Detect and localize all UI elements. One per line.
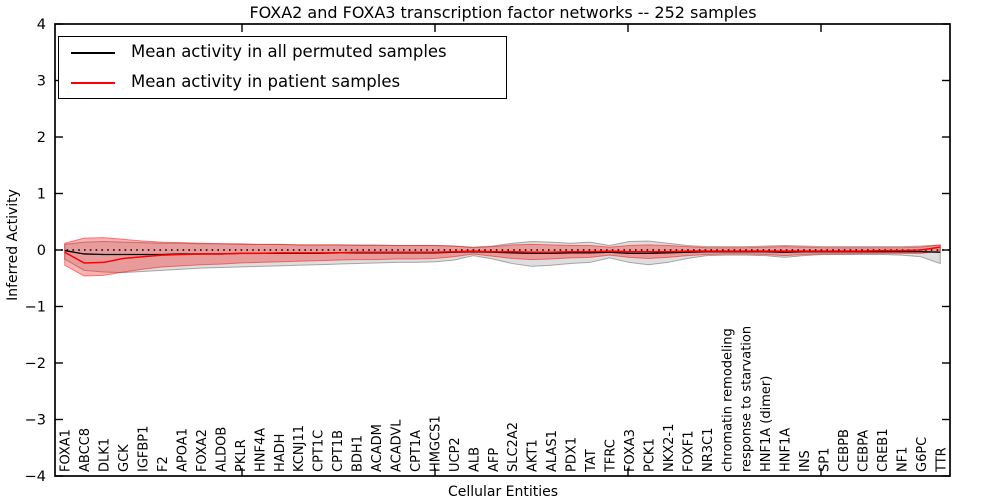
x-tick-label: ALAS1 bbox=[545, 430, 560, 472]
y-tick-label: 4 bbox=[37, 17, 46, 33]
x-tick-label: response to starvation bbox=[740, 326, 755, 472]
x-tick-label: HNF1A bbox=[779, 428, 794, 472]
x-tick-label: FOXF1 bbox=[681, 430, 696, 472]
legend: Mean activity in all permuted samples Me… bbox=[58, 36, 507, 99]
x-tick-label: chromatin remodeling bbox=[720, 328, 735, 472]
x-tick-label: AFP bbox=[487, 448, 502, 472]
x-tick-label: KCNJ11 bbox=[292, 425, 307, 472]
permuted-line-swatch bbox=[71, 51, 115, 54]
x-tick-label: SP1 bbox=[818, 448, 833, 472]
permuted-std-band bbox=[64, 240, 941, 274]
legend-label-permuted: Mean activity in all permuted samples bbox=[131, 42, 447, 62]
x-tick-label: CEBPA bbox=[856, 430, 871, 472]
x-tick-label: TFRC bbox=[604, 439, 619, 473]
legend-item-patient: Mean activity in patient samples bbox=[59, 71, 506, 95]
x-tick-label: AKT1 bbox=[526, 439, 541, 472]
x-tick-label: HNF4A bbox=[253, 428, 268, 472]
y-tick-label: −3 bbox=[25, 413, 46, 429]
x-tick-label: NKX2-1 bbox=[662, 424, 677, 472]
y-tick-label: 2 bbox=[37, 130, 46, 146]
x-tick-label: ABCC8 bbox=[78, 428, 93, 472]
x-tick-label: NR3C1 bbox=[701, 428, 716, 472]
x-tick-label: FOXA3 bbox=[623, 429, 638, 472]
x-tick-label: G6PC bbox=[915, 437, 930, 472]
y-tick-label: 3 bbox=[37, 74, 46, 90]
x-tick-label: HNF1A (dimer) bbox=[759, 376, 774, 472]
x-tick-label: CPT1C bbox=[312, 430, 327, 472]
y-tick-label: 0 bbox=[37, 243, 46, 259]
x-tick-label: APOA1 bbox=[175, 428, 190, 472]
y-axis-label: Inferred Activity bbox=[5, 189, 21, 301]
x-tick-label: CPT1A bbox=[409, 430, 424, 472]
y-tick-label: −2 bbox=[25, 356, 46, 372]
y-tick-label: −4 bbox=[25, 469, 46, 485]
x-tick-label: HMGCS1 bbox=[428, 415, 443, 472]
x-tick-label: UCP2 bbox=[448, 437, 463, 472]
x-tick-label: GCK bbox=[117, 444, 132, 472]
x-axis-label: Cellular Entities bbox=[447, 484, 559, 500]
x-tick-label: ALB bbox=[467, 447, 482, 472]
x-tick-label: FOXA1 bbox=[59, 429, 74, 472]
x-tick-label: IGFBP1 bbox=[137, 426, 152, 472]
x-tick-label: PCK1 bbox=[642, 438, 657, 472]
legend-label-patient: Mean activity in patient samples bbox=[131, 72, 401, 92]
x-tick-label: ALDOB bbox=[214, 427, 229, 472]
x-tick-label: FOXA2 bbox=[195, 429, 210, 472]
x-tick-label: HADH bbox=[273, 434, 288, 472]
x-tick-label: CPT1B bbox=[331, 430, 346, 472]
x-tick-label: SLC2A2 bbox=[506, 422, 521, 472]
x-tick-label: ACADM bbox=[370, 424, 385, 472]
legend-item-permuted: Mean activity in all permuted samples bbox=[59, 41, 506, 65]
patient-mean-line bbox=[64, 246, 941, 264]
x-tick-label: CEBPB bbox=[837, 429, 852, 472]
x-tick-label: PKLR bbox=[234, 439, 249, 472]
x-tick-label: BDH1 bbox=[351, 435, 366, 472]
x-tick-label: ACADVL bbox=[389, 419, 404, 472]
y-tick-label: −1 bbox=[25, 300, 46, 316]
x-tick-label: NF1 bbox=[895, 447, 910, 472]
chart-title: FOXA2 and FOXA3 transcription factor net… bbox=[249, 3, 757, 22]
x-tick-label: INS bbox=[798, 450, 813, 472]
x-tick-label: TTR bbox=[934, 447, 949, 473]
x-tick-label: CREB1 bbox=[876, 428, 891, 472]
x-tick-label: TAT bbox=[584, 449, 599, 473]
patient-std-band bbox=[64, 237, 941, 277]
x-tick-label: DLK1 bbox=[98, 438, 113, 472]
x-tick-label: F2 bbox=[156, 456, 171, 472]
x-tick-label: PDX1 bbox=[565, 437, 580, 472]
y-tick-label: 1 bbox=[37, 187, 46, 203]
patient-line-swatch bbox=[71, 81, 115, 84]
